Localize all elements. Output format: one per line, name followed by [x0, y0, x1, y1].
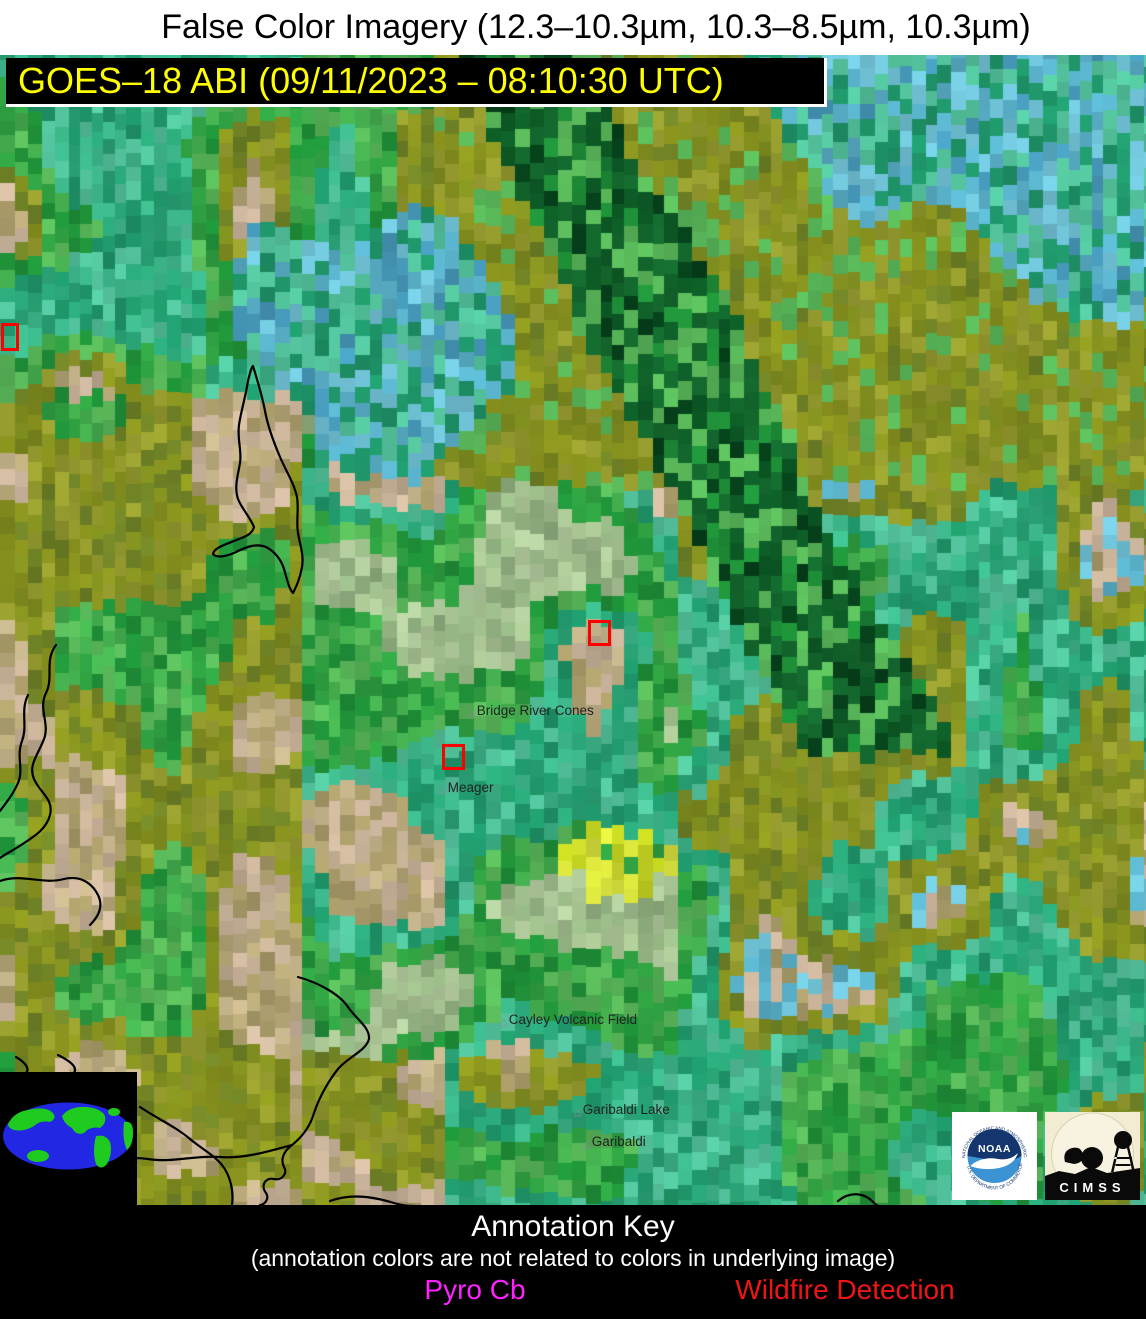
cimss-acronym: CIMSS	[1059, 1180, 1125, 1195]
satellite-imagery-area: GOES–18 ABI (09/11/2023 – 08:10:30 UTC)	[0, 55, 1146, 1205]
noaa-logo: NOAA NATIONAL OCEANIC AND ATMOSPHERIC AD…	[950, 1108, 1037, 1200]
locator-globe-inset	[0, 1072, 137, 1205]
annotation-key-legend: Pyro Cb Wildfire Detection	[0, 1274, 1146, 1310]
continent-shape	[8, 1108, 55, 1131]
legend-pyrocb-label: Pyro Cb	[424, 1274, 526, 1305]
noaa-circle-top	[967, 1129, 1022, 1162]
continent-shape	[94, 1135, 111, 1168]
dish-antenna-icon	[1064, 1147, 1083, 1164]
continent-shape	[108, 1108, 120, 1116]
cimss-logo: CIMSS	[1045, 1112, 1140, 1200]
legend-wildfire-label: Wildfire Detection	[735, 1274, 955, 1305]
cimss-silhouette	[1045, 1131, 1140, 1200]
page-title: False Color Imagery (12.3–10.3µm, 10.3–8…	[161, 8, 1031, 46]
goes-banner-text: GOES–18 ABI (09/11/2023 – 08:10:30 UTC)	[18, 60, 724, 101]
radome-icon	[1081, 1147, 1103, 1169]
locator-globe	[3, 1102, 133, 1170]
annotation-key-footer: Annotation Key (annotation colors are no…	[0, 1205, 1146, 1319]
water-tower-tank-icon	[1114, 1131, 1132, 1149]
cimss-emblem: CIMSS	[1045, 1112, 1140, 1200]
goes-banner: GOES–18 ABI (09/11/2023 – 08:10:30 UTC)	[6, 58, 827, 107]
continent-shape	[62, 1106, 106, 1134]
ground-silhouette	[1045, 1167, 1140, 1200]
water-tower-legs-icon	[1111, 1146, 1135, 1172]
continent-shape	[27, 1150, 49, 1162]
annotation-key-title: Annotation Key	[471, 1210, 675, 1243]
annotation-key-note: (annotation colors are not related to co…	[250, 1245, 896, 1271]
title-bar: False Color Imagery (12.3–10.3µm, 10.3–8…	[0, 0, 1146, 55]
noaa-emblem: NOAA NATIONAL OCEANIC AND ATMOSPHERIC AD…	[950, 1108, 1028, 1192]
noaa-acronym: NOAA	[978, 1143, 1011, 1155]
false-color-imagery-canvas	[0, 55, 1146, 1205]
noaa-bird-icon	[970, 1153, 1018, 1170]
continent-shape	[123, 1121, 133, 1150]
